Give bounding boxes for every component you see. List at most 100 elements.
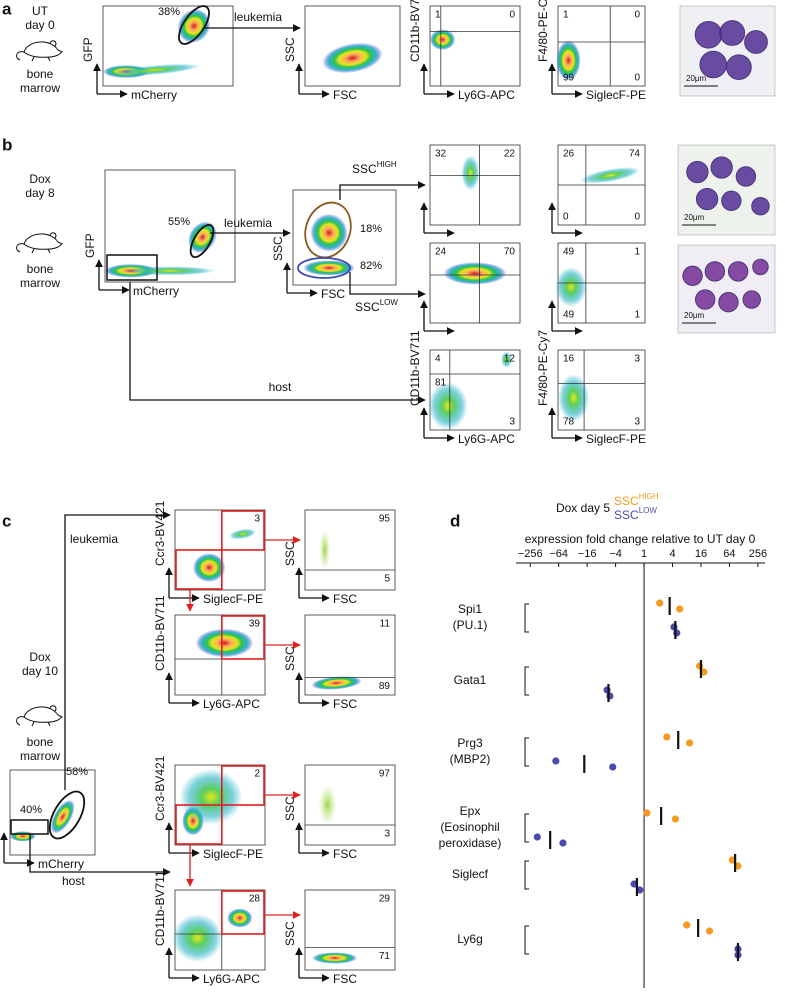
x-axis-label: mCherry <box>133 284 179 298</box>
sample-label: Dox <box>29 650 50 664</box>
quadrant-value: 3 <box>509 417 515 428</box>
cell <box>752 258 769 276</box>
density-cloud <box>193 553 226 582</box>
cell <box>694 289 716 310</box>
legend-name: SSC <box>614 508 639 522</box>
scale-bar-label: 20μm <box>684 213 705 222</box>
gate <box>221 765 265 806</box>
quadrant-value: 3 <box>384 829 390 840</box>
gate <box>189 224 215 258</box>
quadrant-value: 3 <box>634 417 640 428</box>
gate <box>178 5 210 45</box>
x-axis-label: SiglecF-PE <box>203 592 263 606</box>
x-tick-label: −4 <box>609 548 622 560</box>
density-cloud <box>428 382 468 430</box>
bracket <box>524 666 529 696</box>
y-axis-label: CD11b-BV711 <box>408 0 422 62</box>
panel-letter: a <box>2 0 12 18</box>
density-cloud <box>319 530 331 570</box>
y-axis-label: CD11b-BV711 <box>153 870 167 946</box>
arrow <box>349 272 426 298</box>
legend-entry: SSCHIGH <box>614 492 659 508</box>
density-cloud <box>311 676 362 690</box>
cell <box>735 166 757 187</box>
x-axis-label: SiglecF-PE <box>586 432 646 446</box>
legend-sup: HIGH <box>639 492 659 501</box>
quadrant-value: 22 <box>504 149 516 160</box>
x-tick-label: 1 <box>641 548 647 560</box>
quadrant-value: 32 <box>435 149 447 160</box>
gate-percent: 82% <box>360 260 382 272</box>
legend-title: Dox day 5 <box>556 501 610 515</box>
gate-label-name: SSC <box>355 300 380 314</box>
sample-label: bone <box>27 735 54 749</box>
gate <box>221 890 265 935</box>
y-axis-label: SSC <box>283 921 297 946</box>
sample-label: day 8 <box>25 186 55 200</box>
gene-label: (PU.1) <box>453 618 488 632</box>
cell <box>695 187 719 211</box>
sample-label: marrow <box>20 81 60 95</box>
legend-name: SSC <box>614 494 639 508</box>
data-point <box>559 839 567 847</box>
gate <box>48 790 86 840</box>
cell <box>718 292 739 313</box>
quadrant-value: 1 <box>634 310 640 321</box>
gate <box>175 804 223 845</box>
quadrant-value: 49 <box>563 310 575 321</box>
y-axis-label: SSC <box>283 796 297 821</box>
sample-label: marrow <box>20 749 60 763</box>
gene-label: peroxidase) <box>439 836 502 850</box>
flow-label: leukemia <box>70 532 118 546</box>
quadrant-value: 99 <box>563 73 575 84</box>
sample-label: bone <box>27 262 54 276</box>
gate <box>221 510 265 551</box>
quadrant-value: 24 <box>435 247 447 258</box>
y-axis-label: SSC <box>283 646 297 671</box>
data-point <box>609 763 617 771</box>
gene-label: Spi1 <box>458 602 482 616</box>
density-cloud <box>227 908 253 928</box>
x-axis-label: FSC <box>333 697 357 711</box>
sample-label: day 0 <box>25 18 55 32</box>
quadrant-value: 1 <box>563 10 569 21</box>
quadrant-value: 0 <box>509 10 515 21</box>
quadrant-value: 74 <box>629 149 641 160</box>
quadrant-value: 11 <box>380 619 391 630</box>
x-axis-label: mCherry <box>38 857 84 871</box>
y-axis-label: GFP <box>83 233 97 258</box>
quadrant-value: 1 <box>435 10 441 21</box>
density-cloud <box>443 262 507 285</box>
x-tick-label: 256 <box>749 548 767 560</box>
gene-label: Prg3 <box>457 736 483 750</box>
gate <box>221 615 265 660</box>
flow-label: leukemia <box>224 216 272 230</box>
arrow <box>129 282 426 404</box>
y-axis-label: CD11b-BV711 <box>408 330 422 406</box>
quadrant-value: 0 <box>634 10 640 21</box>
bracket <box>524 737 529 767</box>
sample-label: Dox <box>29 172 50 186</box>
legend-sup: LOW <box>639 506 658 515</box>
cell <box>721 190 742 212</box>
y-axis-label: F4/80-PE-Cy7 <box>536 330 550 406</box>
quadrant-value: 26 <box>563 149 575 160</box>
sample-label: day 10 <box>22 664 58 678</box>
density-cloud <box>109 63 201 77</box>
density-cloud <box>555 267 587 307</box>
x-tick-label: −256 <box>518 548 543 560</box>
gate <box>106 254 158 281</box>
density-cloud <box>556 40 581 81</box>
cell <box>710 156 733 179</box>
gene-label: (Eosinophil <box>440 820 499 834</box>
legend-entry: SSCLOW <box>614 506 657 522</box>
x-axis-label: Ly6G-APC <box>458 432 515 446</box>
scale-bar-label: 20μm <box>684 311 705 320</box>
mouse-icon <box>16 705 63 727</box>
y-axis-label: CD11b-BV711 <box>153 595 167 671</box>
x-axis-label: FSC <box>333 592 357 606</box>
density-cloud <box>558 374 590 422</box>
gate-percent: 58% <box>66 766 88 778</box>
arrow <box>64 511 171 790</box>
density-cloud <box>318 785 337 825</box>
